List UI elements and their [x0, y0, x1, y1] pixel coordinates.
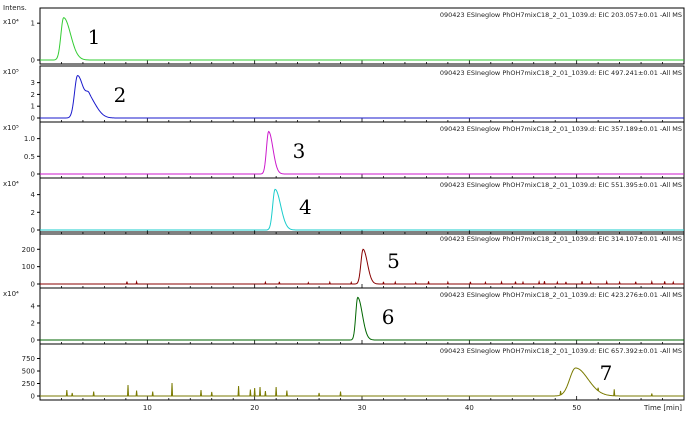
- peak-number-label: 4: [299, 195, 312, 219]
- y-tick-label: 0.5: [24, 153, 35, 161]
- y-axis-title: Intens.: [3, 4, 27, 12]
- scale-label: x10⁴: [3, 180, 19, 188]
- chromatogram-trace: [40, 296, 684, 341]
- y-tick-label: 0: [31, 115, 35, 123]
- y-tick-label: 100: [22, 263, 35, 271]
- panel-title: 090423 ESIneglow PhOH7mixC18_2_01_1039.d…: [440, 69, 682, 77]
- y-tick-label: 200: [22, 246, 35, 254]
- x-axis-title: Time [min]: [643, 404, 682, 412]
- chromatogram-trace: [40, 74, 684, 119]
- y-tick-label: 0: [31, 171, 35, 179]
- y-tick-label: 2: [31, 91, 35, 99]
- panel-title: 090423 ESIneglow PhOH7mixC18_2_01_1039.d…: [440, 291, 682, 299]
- y-tick-label: 1: [31, 20, 35, 28]
- peak-number-label: 1: [88, 25, 101, 49]
- y-tick-label: 0: [31, 393, 35, 401]
- scale-label: x10⁵: [3, 124, 19, 132]
- x-tick-label: 20: [250, 404, 259, 412]
- x-tick-label: 10: [143, 404, 152, 412]
- y-tick-label: 3: [31, 79, 35, 87]
- x-tick-label: 30: [358, 404, 367, 412]
- panel-title: 090423 ESIneglow PhOH7mixC18_2_01_1039.d…: [440, 181, 682, 189]
- x-tick-label: 50: [572, 404, 581, 412]
- y-tick-label: 0: [31, 281, 35, 289]
- y-tick-label: 750: [22, 355, 35, 363]
- chromatogram-trace: [40, 17, 684, 61]
- y-tick-label: 0: [31, 337, 35, 345]
- peak-number-label: 5: [387, 249, 400, 273]
- peak-number-label: 7: [600, 361, 613, 385]
- chromatogram-trace: [40, 248, 684, 285]
- panel-title: 090423 ESIneglow PhOH7mixC18_2_01_1039.d…: [440, 347, 682, 355]
- panel-title: 090423 ESIneglow PhOH7mixC18_2_01_1039.d…: [440, 125, 682, 133]
- scale-label: x10⁴: [3, 18, 19, 26]
- y-tick-label: 250: [22, 380, 35, 388]
- y-tick-label: 2: [31, 209, 35, 217]
- panel-title: 090423 ESIneglow PhOH7mixC18_2_01_1039.d…: [440, 11, 682, 19]
- y-tick-label: 2: [31, 319, 35, 327]
- chromatogram-trace: [40, 188, 684, 231]
- scale-label: x10⁵: [3, 68, 19, 76]
- peak-number-label: 2: [114, 83, 127, 107]
- x-tick-label: 40: [465, 404, 474, 412]
- peak-number-label: 6: [382, 305, 395, 329]
- y-tick-label: 1.0: [24, 135, 35, 143]
- chromatogram-trace: [40, 130, 684, 175]
- y-tick-label: 0: [31, 57, 35, 65]
- y-tick-label: 0: [31, 227, 35, 235]
- y-tick-label: 1: [31, 103, 35, 111]
- peak-number-label: 3: [293, 139, 306, 163]
- panel-title: 090423 ESIneglow PhOH7mixC18_2_01_1039.d…: [440, 235, 682, 243]
- y-tick-label: 4: [31, 302, 36, 310]
- y-tick-label: 500: [22, 368, 35, 376]
- chromatogram-trace: [40, 367, 684, 397]
- y-tick-label: 4: [31, 191, 36, 199]
- scale-label: x10⁴: [3, 290, 19, 298]
